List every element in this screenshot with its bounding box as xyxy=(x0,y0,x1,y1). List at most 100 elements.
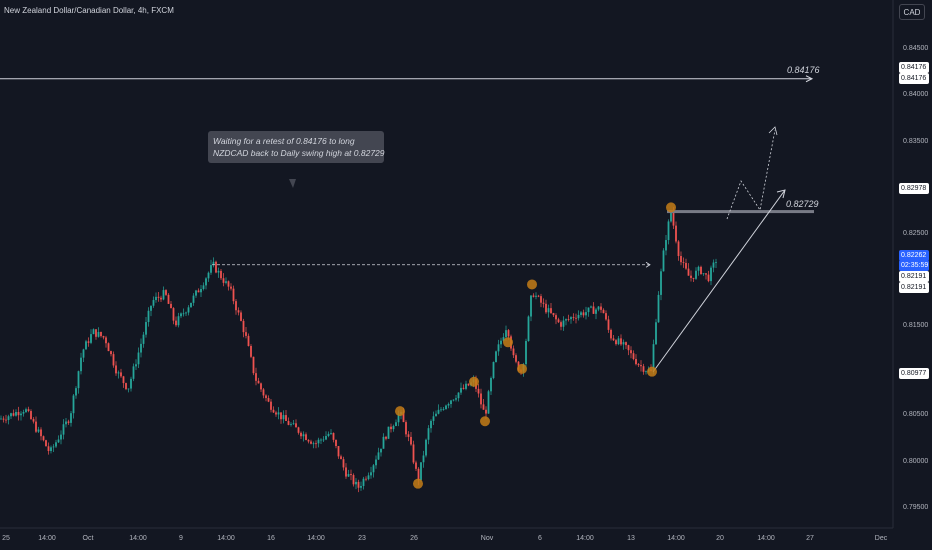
candle-body xyxy=(267,398,270,402)
candle-body xyxy=(710,267,712,282)
candle-body xyxy=(395,422,397,427)
swing-marker xyxy=(517,363,527,374)
x-tick-label: Oct xyxy=(82,535,94,542)
candle-body xyxy=(265,395,267,399)
candle-body xyxy=(577,314,580,319)
candle-body xyxy=(75,388,77,396)
y-tick-label: 0.84000 xyxy=(903,91,929,98)
candle-body xyxy=(207,272,210,279)
projection-path xyxy=(726,129,776,220)
candle-body xyxy=(677,241,680,257)
candle-body xyxy=(320,439,322,441)
candle-body xyxy=(500,340,502,345)
candle-body xyxy=(412,444,415,463)
candle-body xyxy=(545,303,547,313)
candle-body xyxy=(692,277,695,279)
candle-body xyxy=(17,411,20,416)
candle-body xyxy=(25,409,27,413)
candle-body xyxy=(275,412,277,415)
candle-body xyxy=(667,221,670,241)
candle-body xyxy=(460,387,462,393)
candle-body xyxy=(367,475,370,480)
candle-body xyxy=(240,312,242,321)
candle-body xyxy=(670,211,672,222)
candle-body xyxy=(152,300,155,306)
candle-body xyxy=(2,418,5,420)
candle-body xyxy=(530,295,532,317)
candle-body xyxy=(202,285,205,289)
price-tag-upper-a: 0.84176 xyxy=(899,62,929,73)
candle-body xyxy=(487,391,490,414)
candle-body xyxy=(220,270,222,279)
annotation-callout[interactable]: Waiting for a retest of 0.84176 to long … xyxy=(208,131,385,163)
candle-body xyxy=(702,273,705,275)
candle-body xyxy=(52,446,55,448)
candle-body xyxy=(210,265,212,273)
candle-body xyxy=(557,319,560,323)
candle-body xyxy=(562,320,565,327)
candle-body xyxy=(242,320,245,333)
candle-body xyxy=(90,334,92,343)
projection-arrowhead xyxy=(768,126,778,136)
candle-body xyxy=(327,433,330,436)
candle-body xyxy=(625,342,627,346)
candle-body xyxy=(12,413,15,416)
x-tick-label: 23 xyxy=(358,535,366,542)
candle-body xyxy=(97,331,100,337)
candle-body xyxy=(660,271,662,295)
candle-body xyxy=(592,306,595,314)
candle-body xyxy=(170,303,172,309)
candle-body xyxy=(37,429,40,432)
candle-body xyxy=(127,388,130,390)
price-tag-level-2: 0.82191 xyxy=(899,271,929,282)
candle-body xyxy=(235,301,237,311)
candle-body xyxy=(85,341,87,350)
candle-body xyxy=(252,356,255,374)
candle-body xyxy=(50,447,52,452)
candle-body xyxy=(260,383,262,390)
candle-body xyxy=(270,401,272,410)
candle-body xyxy=(442,409,445,410)
candle-body xyxy=(405,422,407,435)
candle-body xyxy=(590,306,592,308)
candle-body xyxy=(232,288,235,302)
candle-body xyxy=(455,398,457,400)
candle-body xyxy=(77,371,80,389)
x-tick-label: 14:00 xyxy=(217,535,235,542)
candle-body xyxy=(655,322,657,345)
candle-body xyxy=(45,440,47,447)
candle-body xyxy=(565,319,567,321)
candle-body xyxy=(340,456,342,460)
y-tick-label: 0.80500 xyxy=(903,411,929,418)
candle-body xyxy=(165,290,167,295)
candle-body xyxy=(222,278,225,283)
swing-marker xyxy=(395,406,405,417)
candle-body xyxy=(457,392,460,399)
candle-body xyxy=(547,308,550,313)
candle-body xyxy=(390,426,392,430)
candle-body xyxy=(62,424,65,435)
currency-button[interactable]: CAD xyxy=(899,4,925,20)
candle-body xyxy=(502,337,505,341)
candle-body xyxy=(297,427,300,433)
y-tick-label: 0.81500 xyxy=(903,322,929,329)
candle-body xyxy=(490,378,492,392)
candle-body xyxy=(432,416,435,421)
candle-body xyxy=(230,286,232,289)
candle-body xyxy=(662,250,665,272)
candle-body xyxy=(582,312,585,316)
candle-body xyxy=(342,459,345,468)
candle-body xyxy=(537,295,540,297)
candle-body xyxy=(705,273,707,275)
candle-body xyxy=(322,439,325,441)
candle-body xyxy=(295,423,297,428)
candle-body xyxy=(155,296,157,301)
candle-body xyxy=(40,429,42,437)
candle-body xyxy=(117,372,120,374)
candle-body xyxy=(325,435,327,440)
candle-body xyxy=(167,294,170,304)
candle-body xyxy=(480,393,482,405)
candle-body xyxy=(377,452,380,460)
candle-body xyxy=(132,366,135,379)
